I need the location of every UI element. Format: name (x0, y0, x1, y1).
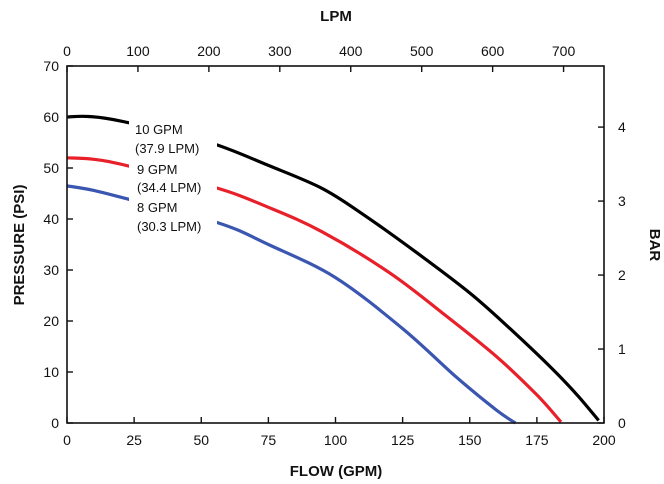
x-tick-label: 50 (193, 432, 209, 448)
y-tick-label: 20 (43, 313, 59, 329)
y-tick-label: 30 (43, 262, 59, 278)
x-tick-label: 200 (592, 432, 616, 448)
label-10gpm-line2: (37.9 LPM) (135, 141, 199, 156)
lpm-axis-title: LPM (320, 8, 352, 25)
label-10gpm-line1: 10 GPM (135, 122, 183, 137)
x-tick-label: 100 (324, 432, 348, 448)
bar-tick-label: 1 (618, 341, 626, 357)
x-tick-label: 0 (63, 432, 71, 448)
lpm-tick-label: 400 (339, 43, 363, 59)
bar-tick-label: 4 (618, 119, 626, 135)
bar-tick-label: 0 (618, 415, 626, 431)
lpm-tick-label: 100 (126, 43, 150, 59)
label-8gpm-line1: 8 GPM (137, 200, 177, 215)
label-9gpm-line1: 9 GPM (137, 162, 177, 177)
y-axis-title: PRESSURE (PSI) (11, 185, 28, 306)
lpm-tick-label: 500 (410, 43, 434, 59)
curve-8gpm (66, 184, 517, 425)
y-tick-label: 50 (43, 160, 59, 176)
x-tick-label: 150 (458, 432, 482, 448)
curves-layer (66, 114, 600, 425)
y-tick-label: 60 (43, 109, 59, 125)
x-tick-label: 75 (261, 432, 277, 448)
x-tick-label: 175 (525, 432, 549, 448)
series-labels-layer: 10 GPM (37.9 LPM) 9 GPM (34.4 LPM) 8 GPM (30.… (129, 114, 217, 239)
x-tick-label: 125 (391, 432, 415, 448)
series-label-backdrop (129, 114, 217, 239)
curve-9gpm (66, 156, 563, 424)
lpm-tick-label: 300 (268, 43, 292, 59)
lpm-tick-label: 700 (552, 43, 576, 59)
lpm-tick-label: 600 (481, 43, 505, 59)
bar-tick-label: 2 (618, 267, 626, 283)
curve-10gpm (66, 114, 600, 422)
bar-tick-label: 3 (618, 193, 626, 209)
lpm-tick-label: 0 (63, 43, 71, 59)
y-tick-label: 10 (43, 364, 59, 380)
label-8gpm-line2: (30.3 LPM) (137, 219, 201, 234)
y-tick-label: 70 (43, 58, 59, 74)
x-tick-label: 25 (126, 432, 142, 448)
bar-axis-title: BAR (646, 229, 663, 262)
label-9gpm-line2: (34.4 LPM) (137, 180, 201, 195)
y-tick-label: 0 (51, 415, 59, 431)
y-tick-label: 40 (43, 211, 59, 227)
x-axis-title: FLOW (GPM) (290, 463, 382, 480)
lpm-tick-label: 200 (197, 43, 221, 59)
